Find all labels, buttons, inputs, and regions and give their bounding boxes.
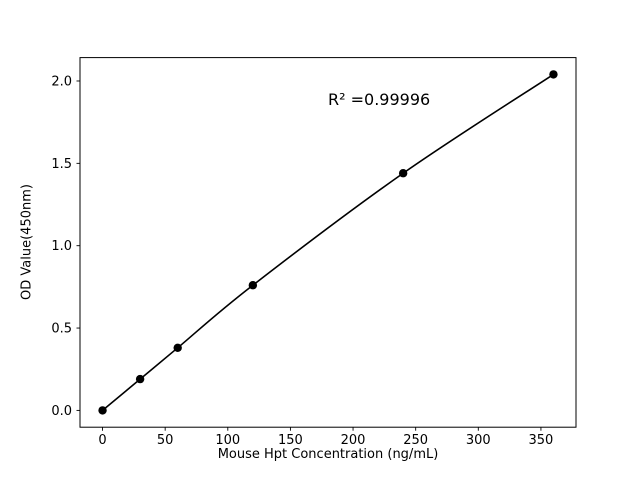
data-point-marker [173,343,182,353]
data-point-marker [135,374,145,384]
axes-box [79,57,577,428]
x-tick-label: 150 [278,433,303,448]
x-tick-label: 100 [215,433,240,448]
x-tick-label: 250 [403,433,428,448]
x-tick-label: 350 [529,433,554,448]
x-tick-label: 200 [341,433,366,448]
x-axis-label: Mouse Hpt Concentration (ng/mL) [217,447,439,462]
data-point-marker [549,70,558,79]
x-tick-label: 50 [157,433,174,448]
data-point-marker [98,406,107,415]
x-tick-label: 300 [466,433,491,448]
data-point-marker [398,169,408,178]
y-tick-label: 0.0 [51,404,72,419]
y-tick-label: 1.0 [51,239,72,254]
fit-curve-line [102,73,554,412]
y-tick-label: 1.5 [51,157,72,172]
r-squared-annotation: R² =0.99996 [328,90,431,109]
data-point-marker [248,281,258,290]
y-tick-label: 2.0 [51,74,72,89]
y-tick-label: 0.5 [51,322,72,337]
y-axis-label: OD Value(450nm) [19,184,35,300]
x-tick-label: 0 [98,433,106,448]
